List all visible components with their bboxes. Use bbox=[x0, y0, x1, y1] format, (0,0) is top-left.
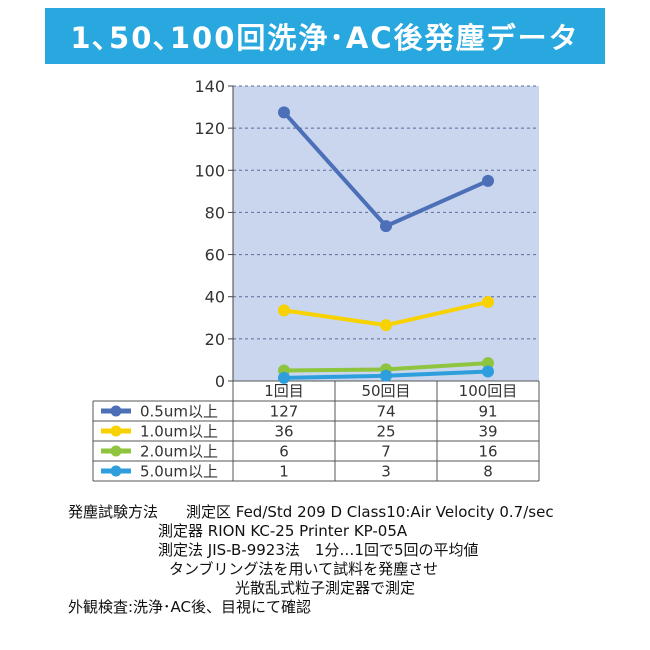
procedure-line-3: 光散乱式粒子測定器で測定 bbox=[235, 579, 416, 597]
y-tick-label: 0 bbox=[215, 372, 225, 391]
data-point bbox=[482, 365, 494, 378]
procedure-line: 測定法 JIS-B-9923法 1分…1回で5回の平均値 bbox=[158, 541, 479, 559]
y-tick-label: 40 bbox=[205, 288, 225, 307]
data-point bbox=[278, 371, 290, 384]
category-label: 50回目 bbox=[361, 382, 410, 400]
line-chart: 0 20 40 60 80 100 120 140 1回目 50回目 100回目 0.5um以上 127… bbox=[92, 77, 540, 482]
test-notes: 発塵試験方法 測定区 Fed/Std 209 D Class10:Air Vel… bbox=[68, 503, 554, 617]
data-value-cell: 16 bbox=[478, 443, 497, 461]
data-point bbox=[278, 106, 290, 119]
data-value-cell: 1 bbox=[279, 463, 289, 481]
legend-marker bbox=[110, 445, 122, 457]
data-point bbox=[380, 319, 392, 332]
legend-label: 5.0um以上 bbox=[140, 463, 218, 481]
data-value-cell: 91 bbox=[478, 403, 497, 421]
page-title: 1､50､100回洗浄･AC後発塵データ bbox=[70, 21, 580, 55]
plot-area bbox=[233, 86, 539, 381]
data-value-cell: 8 bbox=[483, 463, 493, 481]
y-tick-label: 80 bbox=[205, 203, 225, 222]
data-point bbox=[380, 220, 392, 233]
data-point bbox=[380, 369, 392, 382]
legend-label: 1.0um以上 bbox=[140, 423, 218, 441]
appearance-line: 外観検査:洗浄･AC後、目視にて確認 bbox=[68, 598, 312, 616]
zone-line: 測定区 Fed/Std 209 D Class10:Air Velocity 0… bbox=[186, 503, 554, 521]
data-value-cell: 36 bbox=[274, 423, 293, 441]
data-value-cell: 6 bbox=[279, 443, 289, 461]
data-point bbox=[482, 357, 494, 370]
title-banner: 1､50､100回洗浄･AC後発塵データ bbox=[45, 8, 605, 64]
data-value-cell: 25 bbox=[376, 423, 395, 441]
data-value-cell: 3 bbox=[381, 463, 391, 481]
data-value-cell: 74 bbox=[376, 403, 395, 421]
category-label: 1回目 bbox=[264, 382, 304, 400]
y-tick-label: 100 bbox=[194, 161, 225, 180]
legend-marker bbox=[110, 405, 122, 417]
instrument-line: 測定器 RION KC-25 Printer KP-05A bbox=[158, 522, 408, 540]
data-value-cell: 39 bbox=[478, 423, 497, 441]
procedure-line-2: タンブリング法を用いて試料を発塵させ bbox=[169, 560, 439, 578]
legend-marker bbox=[110, 465, 122, 477]
data-point bbox=[278, 304, 290, 317]
category-label: 100回目 bbox=[459, 382, 518, 400]
y-tick-label: 120 bbox=[194, 119, 225, 138]
method-label: 発塵試験方法 bbox=[68, 503, 159, 521]
legend-label: 0.5um以上 bbox=[140, 403, 218, 421]
data-point bbox=[482, 295, 494, 308]
notes-method-row: 発塵試験方法 測定区 Fed/Std 209 D Class10:Air Vel… bbox=[68, 503, 554, 522]
legend-marker bbox=[110, 425, 122, 437]
legend-label: 2.0um以上 bbox=[140, 443, 218, 461]
data-point bbox=[482, 174, 494, 187]
y-tick-label: 20 bbox=[205, 330, 225, 349]
data-value-cell: 7 bbox=[381, 443, 391, 461]
y-tick-label: 60 bbox=[205, 246, 225, 265]
data-value-cell: 127 bbox=[270, 403, 299, 421]
y-tick-label: 140 bbox=[194, 77, 225, 96]
